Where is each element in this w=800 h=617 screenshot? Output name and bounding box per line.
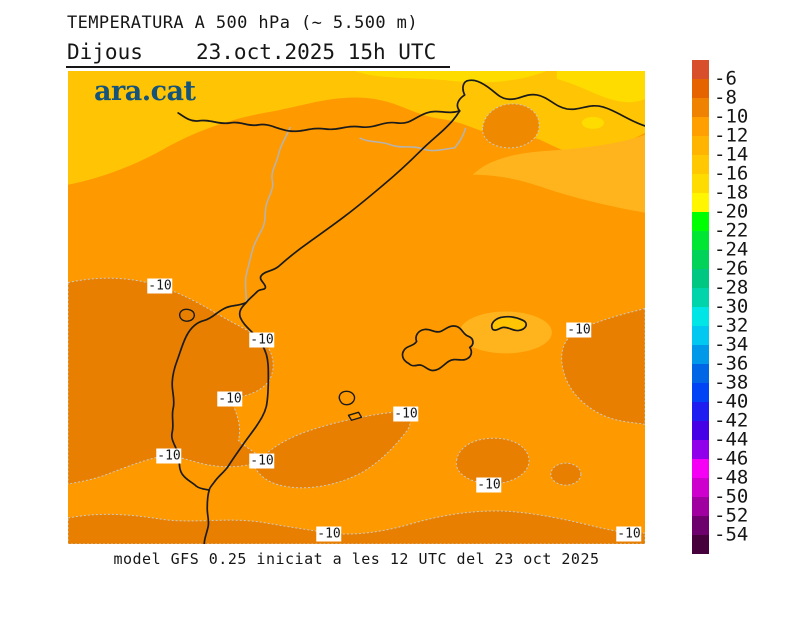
colorbar-tick--54: -54: [714, 523, 749, 546]
colorbar-segment-2: [692, 98, 709, 117]
colorbar-segment-10: [692, 250, 709, 269]
colorbar-segment-20: [692, 440, 709, 459]
colorbar-tick--36: -36: [714, 352, 749, 375]
colorbar-segment-19: [692, 421, 709, 440]
colorbar-tick--48: -48: [714, 466, 749, 489]
colorbar-segment-22: [692, 478, 709, 497]
colorbar-segment-13: [692, 307, 709, 326]
colorbar-segment-9: [692, 231, 709, 250]
colorbar-tick--12: -12: [714, 124, 749, 147]
ara-cat-logo: ara.cat: [94, 76, 196, 107]
coast-mediterranean: [203, 110, 461, 544]
model-run-caption: model GFS 0.25 iniciat a les 12 UTC del …: [113, 550, 600, 568]
border-pyrenees: [177, 110, 461, 133]
colorbar-segment-1: [692, 79, 709, 98]
colorbar-segment-4: [692, 136, 709, 155]
temperature-field-svg: [68, 71, 645, 544]
colorbar-segment-18: [692, 402, 709, 421]
colorbar-tick--14: -14: [714, 143, 749, 166]
contour-label-5: -10: [566, 322, 592, 338]
island-ibiza: [338, 390, 356, 406]
header-underline: [66, 66, 450, 68]
fill-dark-top-patch: [482, 103, 540, 149]
colorbar-tick--44: -44: [714, 428, 749, 451]
contour-label-2: -10: [217, 391, 243, 407]
contour-label-6: -10: [393, 406, 419, 422]
contour-label-4: -10: [249, 453, 275, 469]
colorbar-segment-23: [692, 497, 709, 516]
forecast-day-label: Dijous: [67, 40, 143, 64]
forecast-datetime-label: 23.oct.2025 15h UTC: [196, 40, 437, 64]
fill-dark-left-blob: [68, 277, 274, 485]
colorbar-tick--6: -6: [714, 67, 737, 90]
colorbar-segment-17: [692, 383, 709, 402]
colorbar-tick--18: -18: [714, 181, 749, 204]
colorbar-tick--38: -38: [714, 371, 749, 394]
temperature-colorbar: [692, 60, 709, 554]
colorbar-segment-0: [692, 60, 709, 79]
fill-dark-bottom-band: [68, 510, 645, 544]
colorbar-tick-labels: -6 -8 -10 -12 -14 -16 -18 -20 -22 -24 -26 -28 -30 -32…: [714, 60, 784, 554]
colorbar-tick--22: -22: [714, 219, 749, 242]
colorbar-tick--42: -42: [714, 409, 749, 432]
colorbar-tick--52: -52: [714, 504, 749, 527]
colorbar-segment-5: [692, 155, 709, 174]
contour-label-1: -10: [249, 332, 275, 348]
fill-yellow-strip: [354, 71, 547, 83]
fill-yellow-spot: [581, 116, 604, 129]
fill-amber-right: [472, 134, 645, 213]
island-menorca: [490, 315, 527, 332]
contour-label-8: -10: [316, 526, 342, 542]
fill-amber-menorca-halo: [459, 311, 552, 354]
map-title: TEMPERATURA A 500 hPa (~ 5.500 m): [67, 13, 418, 33]
fill-dark-se-wedge: [253, 411, 411, 489]
colorbar-tick--30: -30: [714, 295, 749, 318]
colorbar-tick--32: -32: [714, 314, 749, 337]
colorbar-segment-7: [692, 193, 709, 212]
colorbar-segment-15: [692, 345, 709, 364]
colorbar-tick--28: -28: [714, 276, 749, 299]
colorbar-tick--20: -20: [714, 200, 749, 223]
fill-gold-top-band: [68, 71, 645, 185]
colorbar-tick--26: -26: [714, 257, 749, 280]
colorbar-segment-24: [692, 516, 709, 535]
island-mallorca: [401, 325, 474, 372]
colorbar-tick--24: -24: [714, 238, 749, 261]
island-formentera: [347, 411, 363, 421]
colorbar-segment-25: [692, 535, 709, 554]
border-aragon-gray: [244, 126, 292, 303]
colorbar-tick--50: -50: [714, 485, 749, 508]
colorbar-segment-16: [692, 364, 709, 383]
coast-france: [456, 79, 645, 127]
contour-label-7: -10: [476, 477, 502, 493]
contour-closed-inland: [179, 308, 195, 322]
colorbar-tick--16: -16: [714, 162, 749, 185]
contour-label-3: -10: [156, 448, 182, 464]
colorbar-segment-8: [692, 212, 709, 231]
colorbar-segment-11: [692, 269, 709, 288]
colorbar-tick--40: -40: [714, 390, 749, 413]
colorbar-tick--10: -10: [714, 105, 749, 128]
colorbar-segment-6: [692, 174, 709, 193]
colorbar-segment-14: [692, 326, 709, 345]
contour-label-9: -10: [616, 526, 642, 542]
colorbar-tick--8: -8: [714, 86, 737, 109]
colorbar-segment-21: [692, 459, 709, 478]
warm-regions: [68, 103, 645, 544]
coastlines: [170, 79, 645, 544]
border-valencia-inland: [170, 301, 248, 491]
fill-dark-center-blob: [455, 437, 530, 485]
colorbar-tick--34: -34: [714, 333, 749, 356]
fill-yellow-corner: [556, 71, 645, 103]
fill-dark-small-blob: [550, 462, 582, 486]
map-canvas: ara.cat -10 -10 -10 -10 -10 -10 -10 -10 -10 -10: [68, 71, 645, 544]
colorbar-segment-3: [692, 117, 709, 136]
colorbar-tick--46: -46: [714, 447, 749, 470]
colorbar-segment-12: [692, 288, 709, 307]
contour-label-0: -10: [147, 278, 173, 294]
